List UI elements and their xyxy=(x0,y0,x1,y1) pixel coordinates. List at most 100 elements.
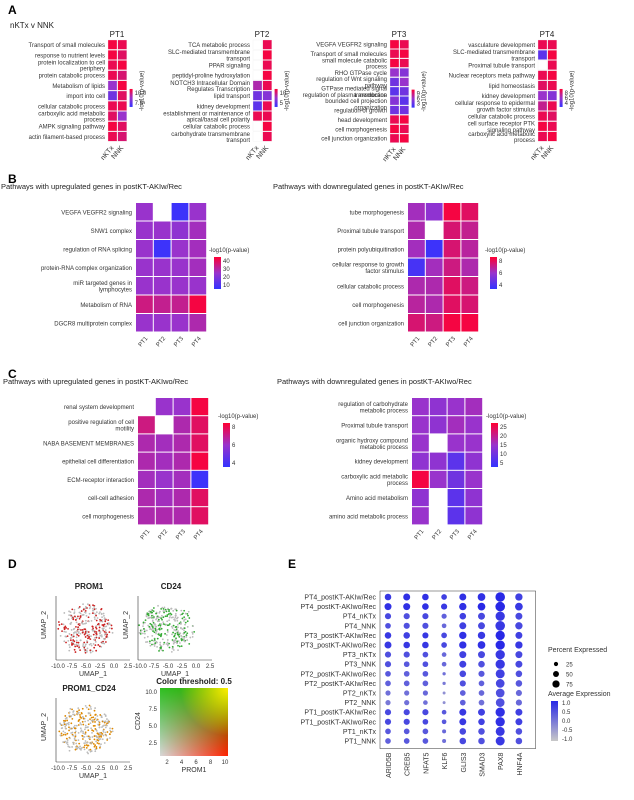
umap-point xyxy=(87,752,89,755)
umap-point xyxy=(79,649,82,652)
panel-a-row-label: regulation of growth xyxy=(334,109,387,115)
umap-point xyxy=(71,717,74,720)
umap-point xyxy=(177,634,180,636)
dotplot-dot xyxy=(441,603,448,610)
dotplot-dot xyxy=(515,689,522,697)
panel-a-heat-cell xyxy=(262,101,272,111)
dotplot-dot xyxy=(515,737,523,745)
umap-point xyxy=(147,614,150,617)
dotplot-dot xyxy=(478,660,485,668)
panel-a-row-label: Transport of small molecules xyxy=(311,52,387,58)
umap-point xyxy=(167,613,170,615)
umap-point xyxy=(158,648,161,651)
panel-a-heat-cell xyxy=(547,39,557,50)
panel-a-row-label: lipid transport xyxy=(214,94,250,100)
panel-a-row-label: protein catabolic process xyxy=(39,74,105,80)
umap-point xyxy=(71,746,74,748)
umap-point xyxy=(61,727,64,729)
umap-point xyxy=(94,728,97,730)
umap-point xyxy=(64,727,67,730)
umap-point xyxy=(109,729,112,732)
umap-point xyxy=(186,612,189,615)
panel-a-row-label: protein localization to cell periphery xyxy=(38,60,105,72)
umap-point xyxy=(74,631,77,633)
panel-c-left-heat-cell xyxy=(138,416,155,434)
umap-point xyxy=(90,635,92,638)
umap-point xyxy=(94,640,97,643)
panel-a-row-label: kidney development xyxy=(482,94,536,100)
dotplot-dot xyxy=(495,688,505,698)
panel-b-left-heat-cell xyxy=(153,314,171,332)
dotplot-dot xyxy=(384,718,392,725)
dotplot-dot xyxy=(495,698,505,707)
panel-b-right-title: Pathways with downregulated genes in pos… xyxy=(273,182,464,191)
umap-x-label: UMAP_1 xyxy=(79,773,107,780)
panel-a-heat-cell xyxy=(547,70,557,81)
dotplot-dot xyxy=(422,641,429,649)
dotplot-dot xyxy=(403,718,410,725)
umap-point xyxy=(73,648,76,651)
dotplot-dot xyxy=(515,728,523,735)
umap-point xyxy=(75,619,77,621)
panel-a-row-label: SLC-mediated transmembrane transport xyxy=(453,50,536,62)
umap-point xyxy=(89,606,92,608)
panel-c-right-heat-cell xyxy=(447,507,465,525)
legend-title: -log10(p-value) xyxy=(218,414,258,420)
size-legend-dot xyxy=(553,671,559,677)
legend-tick-label: 4 xyxy=(565,101,569,107)
panel-c-right-title: Pathways with downregulated genes in pos… xyxy=(277,377,472,386)
panel-b-right-row-label: protein polyubiquitination xyxy=(338,247,404,253)
umap-point xyxy=(168,619,170,622)
umap-point xyxy=(78,709,80,712)
umap-point xyxy=(97,644,100,646)
umap-point xyxy=(151,639,153,642)
umap-point xyxy=(107,622,110,624)
umap-point xyxy=(77,626,80,629)
umap-point xyxy=(104,731,107,734)
umap-point xyxy=(185,636,188,638)
umap-point xyxy=(85,706,88,709)
umap-point xyxy=(59,634,62,637)
panel-a-row-label: carboxylic acid metabolic process xyxy=(38,111,105,123)
umap-point xyxy=(103,713,106,716)
umap-point xyxy=(154,642,157,645)
umap-point xyxy=(96,742,99,744)
legend-tick-label: 8 xyxy=(232,425,236,431)
umap-point xyxy=(70,722,73,725)
legend-tick-label: 20 xyxy=(500,434,507,440)
umap-point xyxy=(84,605,87,608)
umap-point xyxy=(160,649,163,651)
umap-x-tick: -2.5 xyxy=(95,664,106,670)
dotplot-dot xyxy=(459,631,467,640)
panel-c-right-heat-cell xyxy=(447,416,465,434)
umap-point xyxy=(98,632,101,635)
umap-point xyxy=(150,628,153,631)
umap-x-tick: 2.5 xyxy=(124,766,133,772)
dotplot-dot xyxy=(478,690,485,696)
panel-a-group-pt4: PT4 xyxy=(540,30,555,39)
panel-a-heat-cell xyxy=(252,70,263,81)
panel-c-right-heat-cell xyxy=(465,489,483,507)
umap-point xyxy=(148,625,151,628)
umap-point xyxy=(81,738,84,740)
panel-c-right-heat-cell xyxy=(465,452,483,470)
umap-point xyxy=(82,608,85,611)
panel-c-left-heat-cell xyxy=(155,416,173,434)
umap-point xyxy=(80,729,83,732)
panel-label-e: E xyxy=(288,557,296,571)
panel-c-left-col-label: PT3 xyxy=(175,528,187,541)
umap-x-tick: -5.0 xyxy=(163,664,174,670)
umap-point xyxy=(66,739,69,742)
umap-point xyxy=(93,735,96,738)
dotplot-dot xyxy=(422,632,429,639)
umap-point xyxy=(80,610,83,612)
dotplot-dot xyxy=(515,651,523,659)
umap-point xyxy=(174,619,176,622)
umap-point xyxy=(76,617,78,620)
umap-point xyxy=(105,636,108,638)
umap-point xyxy=(75,641,78,644)
panel-a-row-label: RHO GTPase cycle xyxy=(335,71,388,77)
umap-point xyxy=(102,725,104,727)
umap-point xyxy=(146,640,149,643)
umap-point xyxy=(162,610,165,612)
